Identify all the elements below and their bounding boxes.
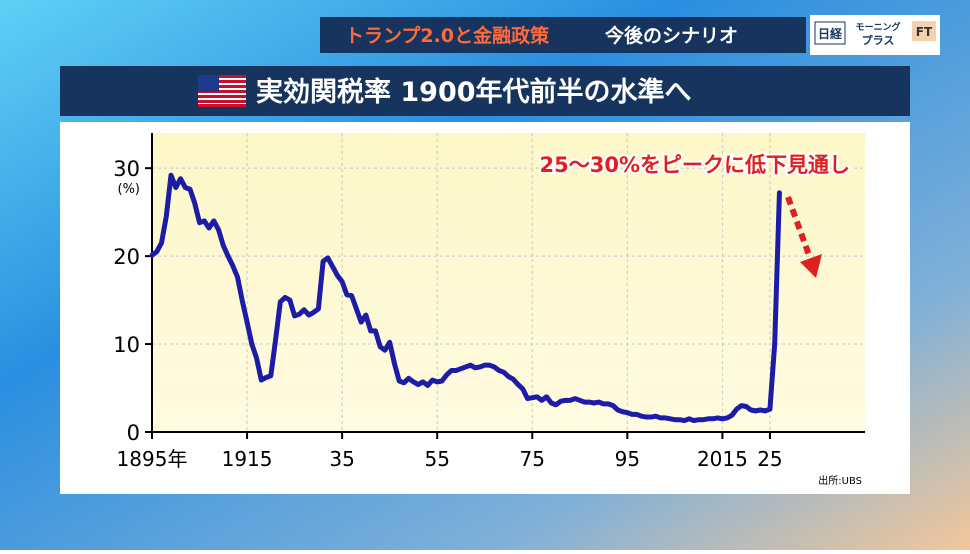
logo-ft: FT — [916, 25, 933, 39]
y-tick-label: 30 — [113, 157, 140, 181]
x-tick-label: 1915 — [222, 447, 273, 471]
logo-morning: モーニング — [855, 21, 900, 33]
y-tick-label: 0 — [127, 421, 140, 445]
segment-banner — [320, 17, 806, 53]
data-line — [149, 172, 782, 424]
x-tick-label: 95 — [615, 447, 640, 471]
chart-title: 実効関税率 1900年代前半の水準へ — [256, 76, 692, 108]
y-tick-label: 20 — [113, 245, 140, 269]
forecast-arrow — [785, 195, 822, 278]
segment-topic: 今後のシナリオ — [604, 24, 738, 47]
y-tick-label: 10 — [113, 333, 140, 357]
segment-title: トランプ2.0と金融政策 — [345, 24, 550, 47]
x-tick-label: 75 — [520, 447, 545, 471]
annotation: 25～30%をピークに低下見通し — [540, 153, 851, 177]
logo-ft-box — [912, 21, 936, 41]
x-tick-label: 2015 — [697, 447, 748, 471]
plot-area — [152, 133, 865, 432]
x-tick-label: 35 — [329, 447, 354, 471]
logo-nikkei: 日経 — [818, 26, 843, 41]
source: 出所:UBS — [818, 474, 862, 487]
logo-plus: プラス — [862, 33, 895, 47]
x-tick-label: 55 — [424, 447, 449, 471]
x-tick-label: 25 — [757, 447, 782, 471]
y-unit: (%) — [118, 182, 141, 197]
us-flag — [198, 75, 246, 107]
logo-frame — [814, 21, 846, 45]
x-tick-label: 1895年 — [117, 447, 188, 471]
